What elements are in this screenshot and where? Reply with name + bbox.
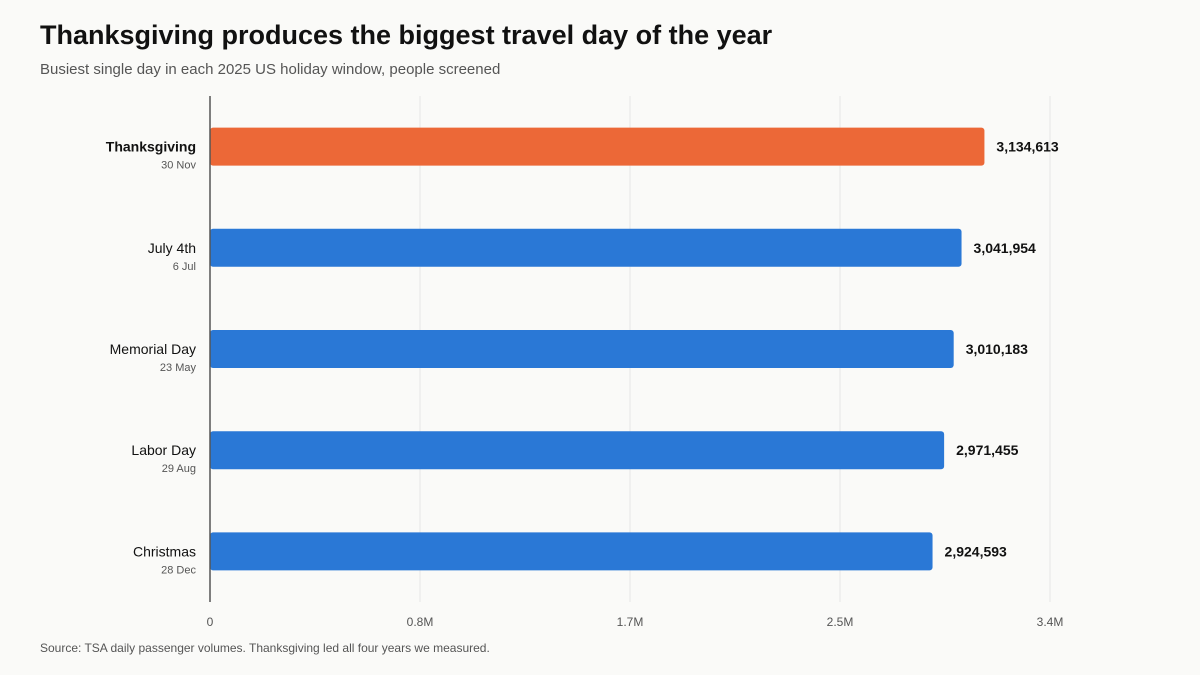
- bar-value-label: 3,041,954: [974, 240, 1036, 256]
- bar-value-label: 3,134,613: [996, 139, 1058, 155]
- category-label: Labor Day: [131, 442, 196, 458]
- bar: [210, 532, 933, 571]
- bar: [210, 127, 985, 166]
- bar-value-label: 3,010,183: [966, 341, 1028, 357]
- x-tick-label: 3.4M: [1037, 615, 1064, 629]
- category-label: Memorial Day: [110, 341, 196, 357]
- chart-title: Thanksgiving produces the biggest travel…: [40, 20, 773, 50]
- bar-value-label: 2,924,593: [945, 543, 1007, 559]
- source-note: Source: TSA daily passenger volumes. Tha…: [40, 641, 490, 655]
- bar-value-label: 2,971,455: [956, 442, 1018, 458]
- x-tick-label: 2.5M: [827, 615, 854, 629]
- category-label: July 4th: [148, 240, 196, 256]
- x-tick-label: 0.8M: [407, 615, 434, 629]
- category-date-label: 29 Aug: [162, 463, 196, 475]
- chart-subtitle: Busiest single day in each 2025 US holid…: [40, 61, 501, 78]
- category-label: Thanksgiving: [106, 139, 196, 155]
- bar: [210, 330, 954, 368]
- category-date-label: 28 Dec: [161, 564, 196, 576]
- category-date-label: 23 May: [160, 362, 197, 374]
- bar: [210, 431, 945, 470]
- x-tick-label: 0: [207, 615, 214, 629]
- category-date-label: 6 Jul: [173, 261, 196, 273]
- category-date-label: 30 Nov: [161, 160, 196, 172]
- bar: [210, 228, 962, 267]
- category-label: Christmas: [133, 543, 196, 559]
- x-tick-label: 1.7M: [617, 615, 644, 629]
